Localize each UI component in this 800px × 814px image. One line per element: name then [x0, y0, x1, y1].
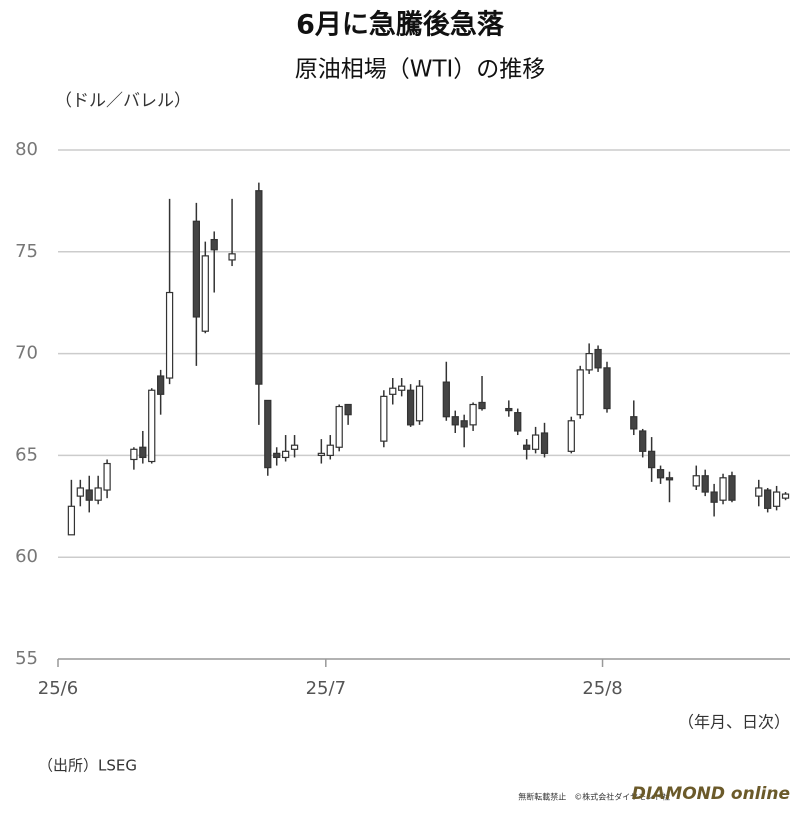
candle-body: [647, 450, 656, 469]
candle-body: [281, 450, 290, 459]
candle-body: [148, 389, 156, 463]
source: （出所）LSEG: [38, 757, 137, 775]
x-tick-label: 25/7: [306, 678, 346, 699]
candle-body: [755, 487, 763, 497]
candle-body: [781, 493, 790, 499]
candle-body: [210, 238, 218, 251]
candle-body: [335, 405, 343, 448]
x-tick-label: 25/6: [38, 678, 78, 699]
candle-body: [415, 385, 424, 422]
candle-body: [398, 385, 406, 391]
candle-body: [478, 401, 486, 410]
candle-body: [692, 475, 700, 487]
candle-body: [772, 491, 781, 507]
footer: 無断転載禁止 ©株式会社ダイヤモンド社: [518, 792, 670, 802]
candle-body: [728, 475, 736, 501]
candle-body: [255, 190, 263, 385]
candle-body: [139, 446, 147, 459]
chart-title: 6月に急騰後急落: [296, 9, 505, 41]
candle-body: [344, 403, 352, 416]
candle-body: [523, 444, 531, 450]
candle-body: [94, 487, 102, 501]
candle-body: [505, 407, 513, 412]
candle-body: [451, 416, 459, 426]
candle-body: [264, 399, 272, 469]
candle-body: [389, 387, 397, 395]
candle-body: [165, 291, 174, 379]
candle-body: [576, 369, 584, 416]
candle-body: [764, 489, 772, 509]
candle-body: [201, 255, 209, 332]
x-axis-label: （年月、日次）: [678, 713, 790, 732]
candle-body: [719, 477, 727, 501]
candle-body: [67, 505, 76, 536]
y-tick-label: 80: [15, 139, 38, 160]
candle-body: [567, 420, 575, 452]
candle-body: [460, 420, 468, 428]
candle-body: [76, 487, 84, 497]
y-axis-label: （ドル／バレル）: [55, 91, 191, 111]
candle-body: [540, 432, 549, 454]
candle-body: [531, 434, 540, 450]
y-tick-label: 55: [15, 648, 38, 669]
candle-body: [701, 475, 709, 493]
candle-body: [103, 462, 111, 491]
candle-body: [603, 367, 611, 410]
candle-body: [157, 375, 165, 395]
candle-body: [442, 381, 450, 418]
candle-body: [228, 253, 236, 261]
candle-body: [85, 489, 93, 501]
y-tick-label: 75: [15, 241, 38, 262]
candle-body: [130, 448, 138, 461]
candle-body: [656, 469, 665, 479]
candle-body: [469, 403, 477, 426]
candle-body: [317, 452, 325, 457]
y-tick-label: 60: [15, 546, 38, 567]
candle-body: [585, 353, 593, 371]
candle-body: [594, 348, 602, 369]
candle-body: [639, 430, 647, 452]
candle-body: [326, 444, 334, 457]
candle-body: [665, 477, 674, 481]
y-tick-label: 65: [15, 444, 38, 465]
brand: DIAMOND online: [632, 784, 790, 804]
x-tick-label: 25/8: [582, 678, 622, 699]
candle-body: [514, 412, 522, 432]
y-tick-label: 70: [15, 343, 38, 364]
candle-body: [273, 452, 281, 459]
candle-body: [192, 220, 201, 318]
candle-body: [406, 389, 415, 426]
candle-body: [710, 491, 718, 503]
candle-body: [630, 416, 638, 430]
candle-body: [290, 444, 299, 450]
chart-subtitle: 原油相場（WTI）の推移: [295, 57, 546, 83]
candle-body: [380, 395, 388, 442]
